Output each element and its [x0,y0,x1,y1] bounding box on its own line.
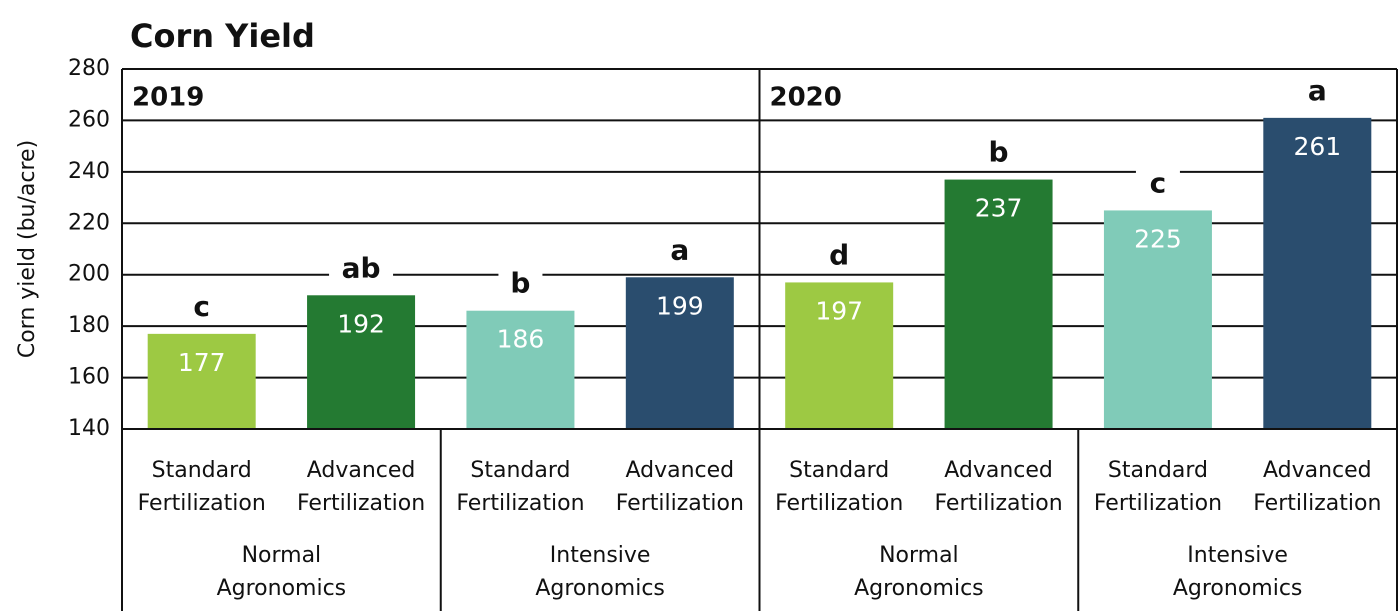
letter-bg [179,291,224,324]
x-tick-label: Advanced Fertilization [616,458,744,516]
y-tick-label: 160 [68,365,110,390]
group-label: Intensive Agronomics [1173,543,1303,601]
bar [1263,117,1372,429]
y-tick-label: 240 [68,159,110,184]
x-tick-label: Standard Fertilization [456,458,584,516]
value-label: 197 [815,296,863,325]
significance-letter: d [829,238,849,271]
value-label: 186 [497,325,545,354]
y-tick-label: 260 [68,107,110,132]
value-label: 225 [1134,224,1182,253]
y-tick-label: 220 [68,210,110,235]
x-tick-label: Advanced Fertilization [934,458,1062,516]
letter-bg [1295,75,1340,108]
bar [944,179,1053,429]
y-axis-label: Corn yield (bu/acre) [15,140,40,358]
x-tick-label: Advanced Fertilization [1253,458,1381,516]
group-label: Normal Agronomics [854,543,984,601]
significance-letter: b [510,267,530,300]
significance-letter: a [670,233,689,266]
letter-bg [329,253,394,286]
significance-letter: c [193,290,210,323]
panel-label: 2019 [132,83,204,113]
significance-letter: ab [342,251,381,284]
x-tick-label: Standard Fertilization [1094,458,1222,516]
letter-bg [817,240,862,273]
y-tick-label: 140 [68,416,110,441]
bar [307,295,416,429]
value-label: 199 [656,291,704,320]
y-tick-label: 200 [68,262,110,287]
value-label: 192 [337,309,385,338]
bar [1103,210,1212,429]
group-label: Intensive Agronomics [535,543,665,601]
x-tick-label: Advanced Fertilization [297,458,425,516]
significance-letter: b [989,136,1009,169]
value-label: 177 [178,348,226,377]
chart-title: Corn Yield [130,17,315,55]
letter-bg [1135,168,1180,201]
value-label: 261 [1293,132,1341,161]
x-tick-label: Standard Fertilization [138,458,266,516]
y-tick-label: 280 [68,56,110,81]
letter-bg [657,235,702,268]
x-tick-label: Standard Fertilization [775,458,903,516]
value-label: 237 [975,194,1023,223]
panel-label: 2020 [770,83,842,113]
group-label: Normal Agronomics [217,543,347,601]
significance-letter: c [1150,166,1167,199]
bar [785,282,894,429]
letter-bg [976,137,1021,170]
y-tick-label: 180 [68,313,110,338]
letter-bg [498,268,543,301]
bar [147,333,256,429]
bar [625,277,734,429]
bar [466,310,575,429]
significance-letter: a [1308,74,1327,107]
